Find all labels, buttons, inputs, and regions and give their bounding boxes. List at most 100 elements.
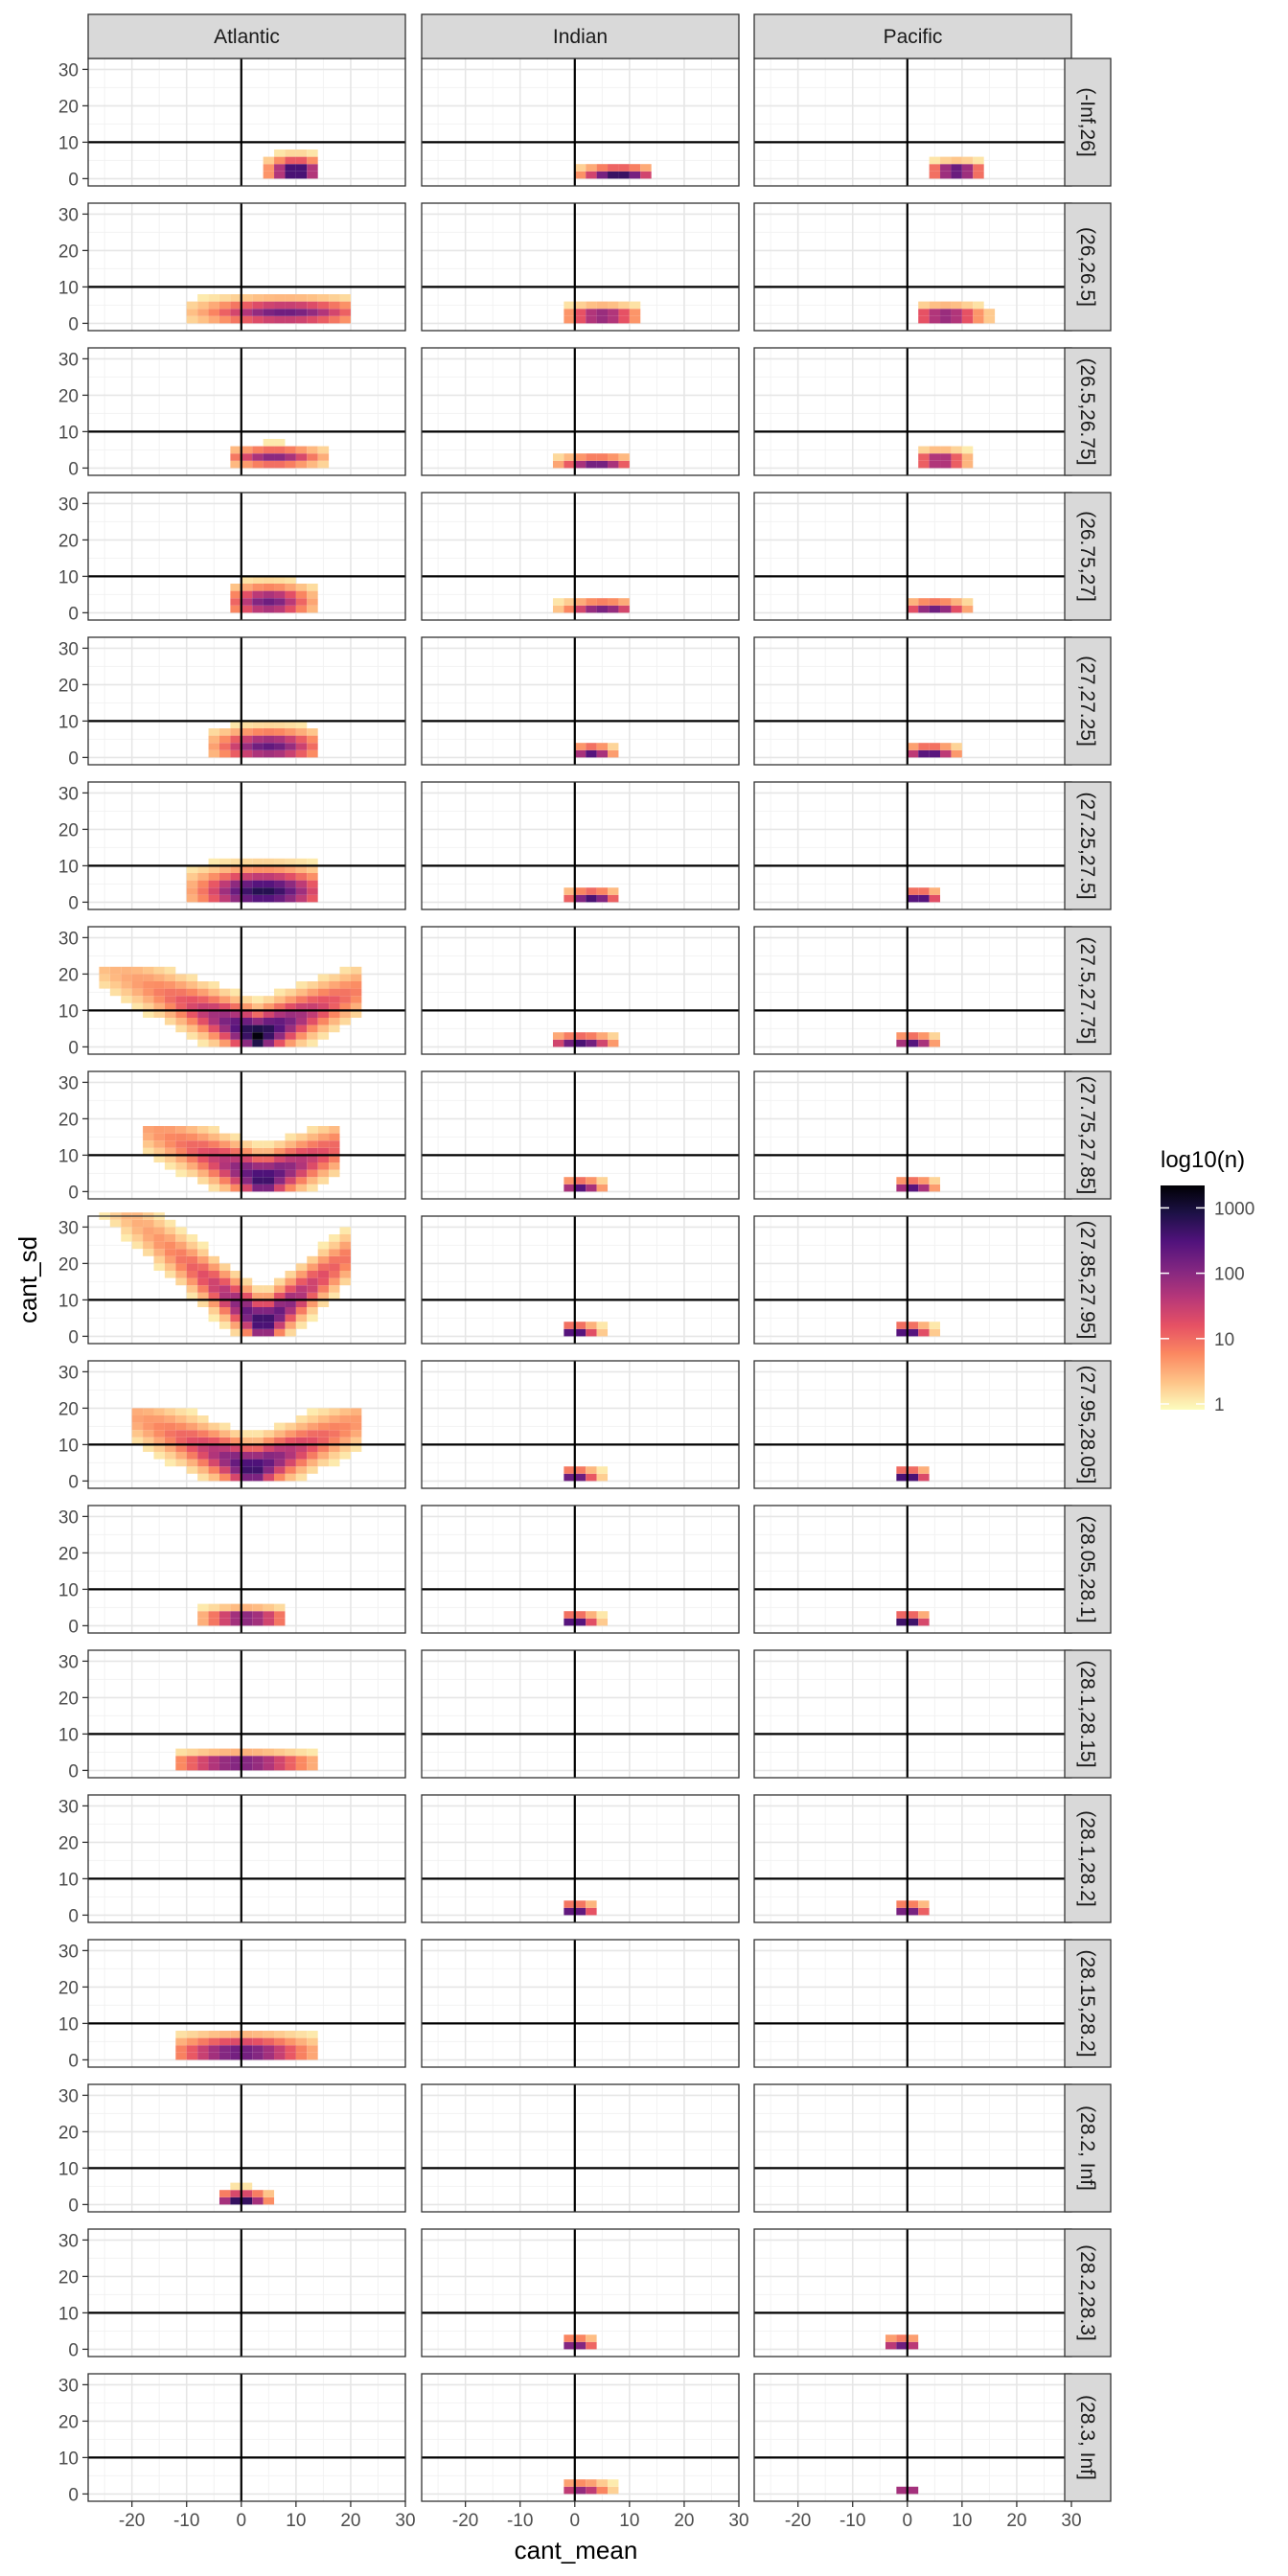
heatmap-tile <box>307 1314 318 1322</box>
heatmap-tile <box>274 1018 286 1025</box>
heatmap-tile <box>143 966 154 975</box>
y-tick-label: 30 <box>58 784 79 804</box>
y-tick-label: 10 <box>58 2449 79 2469</box>
heatmap-tile <box>186 2045 198 2053</box>
heatmap-tile <box>218 873 231 881</box>
heatmap-tile <box>564 1184 575 1192</box>
heatmap-tile <box>241 1603 253 1612</box>
heatmap-tile <box>252 1032 264 1040</box>
heatmap-tile <box>218 749 231 758</box>
heatmap-tile <box>951 164 962 172</box>
row-strip <box>1064 1070 1112 1200</box>
heatmap-tile <box>586 1328 597 1337</box>
heatmap-tile <box>274 1147 286 1156</box>
heatmap-tile <box>918 598 930 606</box>
heatmap-tile <box>241 2031 253 2038</box>
heatmap-tile <box>208 865 219 873</box>
heatmap-tile <box>285 880 296 888</box>
x-tick-label: -10 <box>840 2511 865 2531</box>
heatmap-tile <box>929 1039 941 1047</box>
heatmap-tile <box>951 315 962 324</box>
heatmap-tile <box>186 1292 198 1300</box>
heatmap-tile <box>164 988 176 997</box>
heatmap-tile <box>186 1133 198 1141</box>
heatmap-tile <box>208 1300 219 1307</box>
heatmap-tile <box>586 605 597 613</box>
heatmap-tiles <box>564 1322 609 1337</box>
heatmap-tile <box>285 1039 296 1047</box>
row-strip-label: (27.5,27.75] <box>1076 936 1098 1044</box>
heatmap-tile <box>329 1255 340 1264</box>
heatmap-tile <box>295 453 308 461</box>
heatmap-tile <box>929 605 941 613</box>
heatmap-tile <box>241 1762 253 1771</box>
row-strip-label: (27.75,27.85] <box>1076 1076 1098 1195</box>
heatmap-tiles <box>907 887 941 903</box>
y-tick-label: 20 <box>58 1833 79 1853</box>
heatmap-tile <box>197 1618 209 1626</box>
heatmap-tile <box>263 858 275 866</box>
heatmap-tile <box>252 2037 264 2046</box>
heatmap-tile <box>241 315 253 324</box>
heatmap-tiles <box>907 743 962 758</box>
heatmap-tile <box>175 1249 187 1256</box>
heatmap-tile <box>608 2486 619 2495</box>
heatmap-tile <box>307 858 318 866</box>
heatmap-tile <box>230 309 242 316</box>
heatmap-tile <box>596 1184 609 1192</box>
heatmap-tile <box>252 294 264 302</box>
heatmap-tile <box>274 2045 286 2053</box>
heatmap-tile <box>307 1018 318 1025</box>
heatmap-tile <box>907 1039 919 1047</box>
heatmap-tile <box>896 1328 908 1337</box>
heatmap-tile <box>929 1322 941 1329</box>
heatmap-tile <box>143 1219 154 1228</box>
heatmap-tile <box>285 743 296 750</box>
heatmap-tile <box>252 1285 264 1293</box>
y-tick-label: 0 <box>68 1472 79 1492</box>
heatmap-tile <box>295 1155 308 1162</box>
heatmap-tile <box>274 1277 286 1286</box>
heatmap-tile <box>307 1466 318 1474</box>
heatmap-tile <box>285 1002 296 1011</box>
heatmap-tile <box>208 887 219 895</box>
heatmap-tile <box>263 865 275 873</box>
panel-border <box>87 636 406 766</box>
heatmap-tile <box>307 1756 318 1763</box>
row-strip <box>1064 1939 1112 2068</box>
heatmap-tile <box>339 309 351 316</box>
heatmap-tile <box>285 294 296 302</box>
heatmap-tile <box>295 1263 308 1271</box>
heatmap-tile <box>940 453 952 461</box>
heatmap-tile <box>263 1032 275 1040</box>
heatmap-tile <box>295 1748 308 1757</box>
heatmap-tile <box>230 1184 242 1192</box>
heatmap-tile <box>263 1177 275 1184</box>
heatmap-tile <box>241 1756 253 1763</box>
heatmap-tile <box>618 460 630 469</box>
heatmap-tile <box>263 1140 275 1148</box>
heatmap-tile <box>896 1618 908 1626</box>
heatmap-tile <box>252 1169 264 1178</box>
heatmap-tile <box>285 1140 296 1148</box>
panel-border <box>87 1505 406 1634</box>
heatmap-tile <box>317 301 330 310</box>
heatmap-tiles <box>552 453 630 469</box>
heatmap-tile <box>295 1002 308 1011</box>
heatmap-tile <box>329 294 340 302</box>
heatmap-tile <box>186 865 198 873</box>
heatmap-tile <box>230 1611 242 1619</box>
column-strip-label: Pacific <box>884 26 943 48</box>
heatmap-tile <box>608 1039 619 1047</box>
heatmap-tile <box>329 1263 340 1271</box>
heatmap-tile <box>295 1285 308 1293</box>
heatmap-tile <box>896 2486 908 2495</box>
y-tick-label: 30 <box>58 639 79 659</box>
heatmap-tile <box>295 988 308 997</box>
heatmap-tile <box>929 315 941 324</box>
panel <box>421 636 740 766</box>
panel-border <box>87 202 406 332</box>
heatmap-tile <box>164 1271 176 1278</box>
heatmap-tile <box>218 1155 231 1162</box>
y-tick-label: 10 <box>58 2159 79 2179</box>
